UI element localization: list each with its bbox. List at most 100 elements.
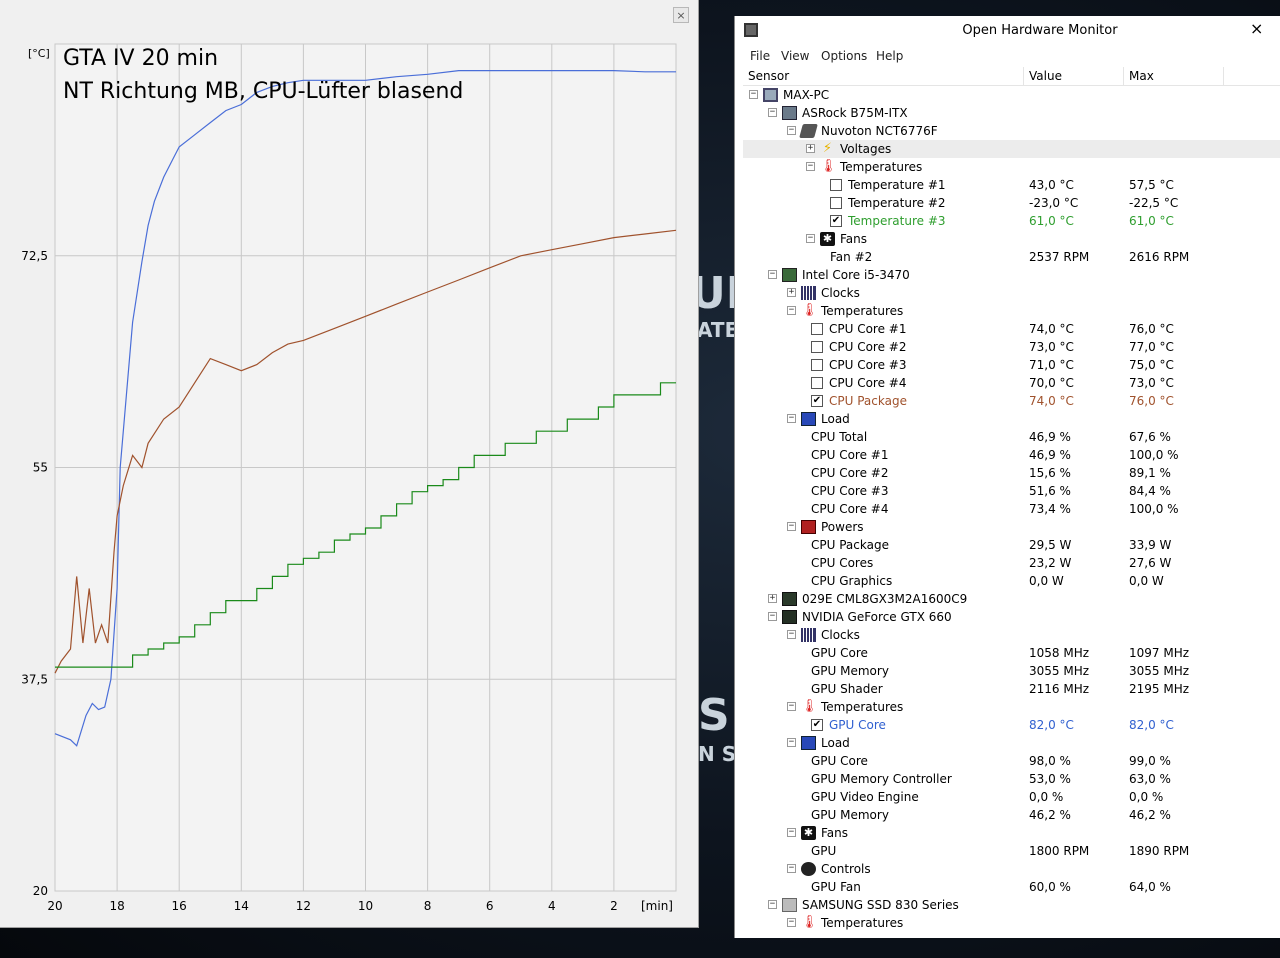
collapse-icon[interactable]: − [787, 863, 796, 873]
sensor-row[interactable]: Temperature #2 -23,0 °C -22,5 °C [743, 194, 1280, 212]
column-separator[interactable] [1123, 67, 1124, 85]
menu-file[interactable]: File [750, 49, 771, 63]
sensor-row[interactable]: GPU 1800 RPM 1890 RPM [743, 842, 1280, 860]
expand-icon[interactable]: + [768, 593, 777, 603]
column-value[interactable]: Value [1029, 69, 1062, 83]
sensor-row[interactable]: Temperature #1 43,0 °C 57,5 °C [743, 176, 1280, 194]
sensor-row[interactable]: CPU Core #1 74,0 °C 76,0 °C [743, 320, 1280, 338]
sensor-row[interactable]: CPU Core #3 51,6 % 84,4 % [743, 482, 1280, 500]
sensor-row[interactable]: − SAMSUNG SSD 830 Series [743, 896, 1280, 914]
sensor-row[interactable]: − Powers [743, 518, 1280, 536]
sensor-row[interactable]: ✔ CPU Package 74,0 °C 76,0 °C [743, 392, 1280, 410]
sensor-row[interactable]: − Nuvoton NCT6776F [743, 122, 1280, 140]
sensor-checkbox[interactable]: ✔ [811, 395, 823, 407]
sensor-checkbox[interactable] [811, 377, 823, 389]
sensor-row[interactable]: CPU Core #2 15,6 % 89,1 % [743, 464, 1280, 482]
collapse-icon[interactable]: − [768, 611, 777, 621]
window-close-button[interactable]: × [1250, 19, 1264, 38]
sensor-row[interactable]: +029E CML8GX3M2A1600C9 [743, 590, 1280, 608]
plot-close-button[interactable]: × [673, 7, 689, 23]
ohm-titlebar[interactable]: Open Hardware Monitor × [735, 16, 1280, 46]
sensor-row[interactable]: − 🌡 Temperatures [743, 914, 1280, 932]
collapse-icon[interactable]: − [787, 125, 796, 135]
sensor-row[interactable]: − NVIDIA GeForce GTX 660 [743, 608, 1280, 626]
expand-icon[interactable]: + [806, 143, 815, 153]
sensor-checkbox[interactable] [811, 323, 823, 335]
sensor-max: 0,0 % [1129, 790, 1164, 804]
sensor-row[interactable]: GPU Memory 3055 MHz 3055 MHz [743, 662, 1280, 680]
collapse-icon[interactable]: − [787, 629, 796, 639]
sensor-name: SAMSUNG SSD 830 Series [802, 898, 959, 912]
sensor-row[interactable]: ✔ Temperature #3 61,0 °C 61,0 °C [743, 212, 1280, 230]
sensor-value: 53,0 % [1029, 772, 1071, 786]
sensor-row[interactable]: GPU Fan 60,0 % 64,0 % [743, 878, 1280, 896]
collapse-icon[interactable]: − [768, 107, 777, 117]
collapse-icon[interactable]: − [787, 305, 796, 315]
sensor-row[interactable]: − ✱ Fans [743, 824, 1280, 842]
sensor-row[interactable]: Fan #2 2537 RPM 2616 RPM [743, 248, 1280, 266]
sensor-max: 67,6 % [1129, 430, 1171, 444]
sensor-row[interactable]: GPU Shader 2116 MHz 2195 MHz [743, 680, 1280, 698]
menu-view[interactable]: View [781, 49, 810, 63]
sensor-row[interactable]: CPU Core #1 46,9 % 100,0 % [743, 446, 1280, 464]
sensor-row[interactable]: CPU Core #3 71,0 °C 75,0 °C [743, 356, 1280, 374]
column-separator[interactable] [1223, 67, 1224, 85]
plot-window[interactable]: 20 18 16 14 12 10 8 6 4 2 72,5 55 37,5 20 [°C] [min] GT… [0, 0, 699, 928]
collapse-icon[interactable]: − [787, 521, 796, 531]
sensor-row[interactable]: − Controls [743, 860, 1280, 878]
sensor-name: Powers [821, 520, 864, 534]
sensor-row[interactable]: GPU Memory 46,2 % 46,2 % [743, 806, 1280, 824]
sensor-checkbox[interactable] [830, 197, 842, 209]
sensor-checkbox[interactable] [830, 179, 842, 191]
menu-options[interactable]: Options [821, 49, 868, 63]
sensor-row[interactable]: − 🌡 Temperatures [743, 302, 1280, 320]
sensor-checkbox[interactable]: ✔ [830, 215, 842, 227]
sensor-row[interactable]: GPU Core 98,0 % 99,0 % [743, 752, 1280, 770]
sensor-row[interactable]: CPU Core #4 73,4 % 100,0 % [743, 500, 1280, 518]
sensor-row[interactable]: + Clocks [743, 284, 1280, 302]
sensor-row[interactable]: CPU Package 29,5 W 33,9 W [743, 536, 1280, 554]
ohm-window[interactable]: Open Hardware Monitor × File View Option… [734, 16, 1280, 938]
sensor-row[interactable]: − ASRock B75M-ITX [743, 104, 1280, 122]
sensor-row[interactable]: CPU Graphics 0,0 W 0,0 W [743, 572, 1280, 590]
sensor-checkbox[interactable]: ✔ [811, 719, 823, 731]
collapse-icon[interactable]: − [787, 701, 796, 711]
wallpaper-text: ATE [697, 318, 739, 342]
sensor-row[interactable]: − ✱ Fans [743, 230, 1280, 248]
sensor-row[interactable]: GPU Core 1058 MHz 1097 MHz [743, 644, 1280, 662]
sensor-checkbox[interactable] [811, 341, 823, 353]
column-sensor[interactable]: Sensor [748, 69, 790, 83]
sensor-row[interactable]: − Clocks [743, 626, 1280, 644]
expand-icon[interactable]: + [787, 287, 796, 297]
sensor-row[interactable]: − MAX-PC [743, 86, 1280, 104]
sensor-row[interactable]: CPU Core #4 70,0 °C 73,0 °C [743, 374, 1280, 392]
sensor-row[interactable]: − Intel Core i5-3470 [743, 266, 1280, 284]
collapse-icon[interactable]: − [768, 899, 777, 909]
column-max[interactable]: Max [1129, 69, 1154, 83]
collapse-icon[interactable]: − [806, 233, 815, 243]
column-separator[interactable] [1023, 67, 1024, 85]
menu-help[interactable]: Help [876, 49, 904, 63]
collapse-icon[interactable]: − [768, 269, 777, 279]
sensor-row[interactable]: − 🌡 Temperatures [743, 698, 1280, 716]
collapse-icon[interactable]: − [787, 413, 796, 423]
sensor-row[interactable]: − Load [743, 410, 1280, 428]
sensor-row[interactable]: GPU Memory Controller 53,0 % 63,0 % [743, 770, 1280, 788]
sensor-row[interactable]: CPU Total 46,9 % 67,6 % [743, 428, 1280, 446]
sensor-row[interactable]: − Load [743, 734, 1280, 752]
collapse-icon[interactable]: − [787, 917, 796, 927]
sensor-row[interactable]: − 🌡 Temperatures [743, 158, 1280, 176]
sensor-row[interactable]: + ⚡ Voltages [743, 140, 1280, 158]
collapse-icon[interactable]: − [806, 161, 815, 171]
sensor-checkbox[interactable] [811, 359, 823, 371]
collapse-icon[interactable]: − [787, 737, 796, 747]
sensor-row[interactable]: GPU Video Engine 0,0 % 0,0 % [743, 788, 1280, 806]
collapse-icon[interactable]: − [787, 827, 796, 837]
sensor-row[interactable]: CPU Core #2 73,0 °C 77,0 °C [743, 338, 1280, 356]
collapse-icon[interactable]: − [749, 89, 758, 99]
sensor-name: Temperature #2 [848, 196, 946, 210]
sensor-max: 1890 RPM [1129, 844, 1190, 858]
sensor-name: CPU Package [811, 538, 889, 552]
sensor-row[interactable]: ✔ GPU Core 82,0 °C 82,0 °C [743, 716, 1280, 734]
sensor-row[interactable]: CPU Cores 23,2 W 27,6 W [743, 554, 1280, 572]
